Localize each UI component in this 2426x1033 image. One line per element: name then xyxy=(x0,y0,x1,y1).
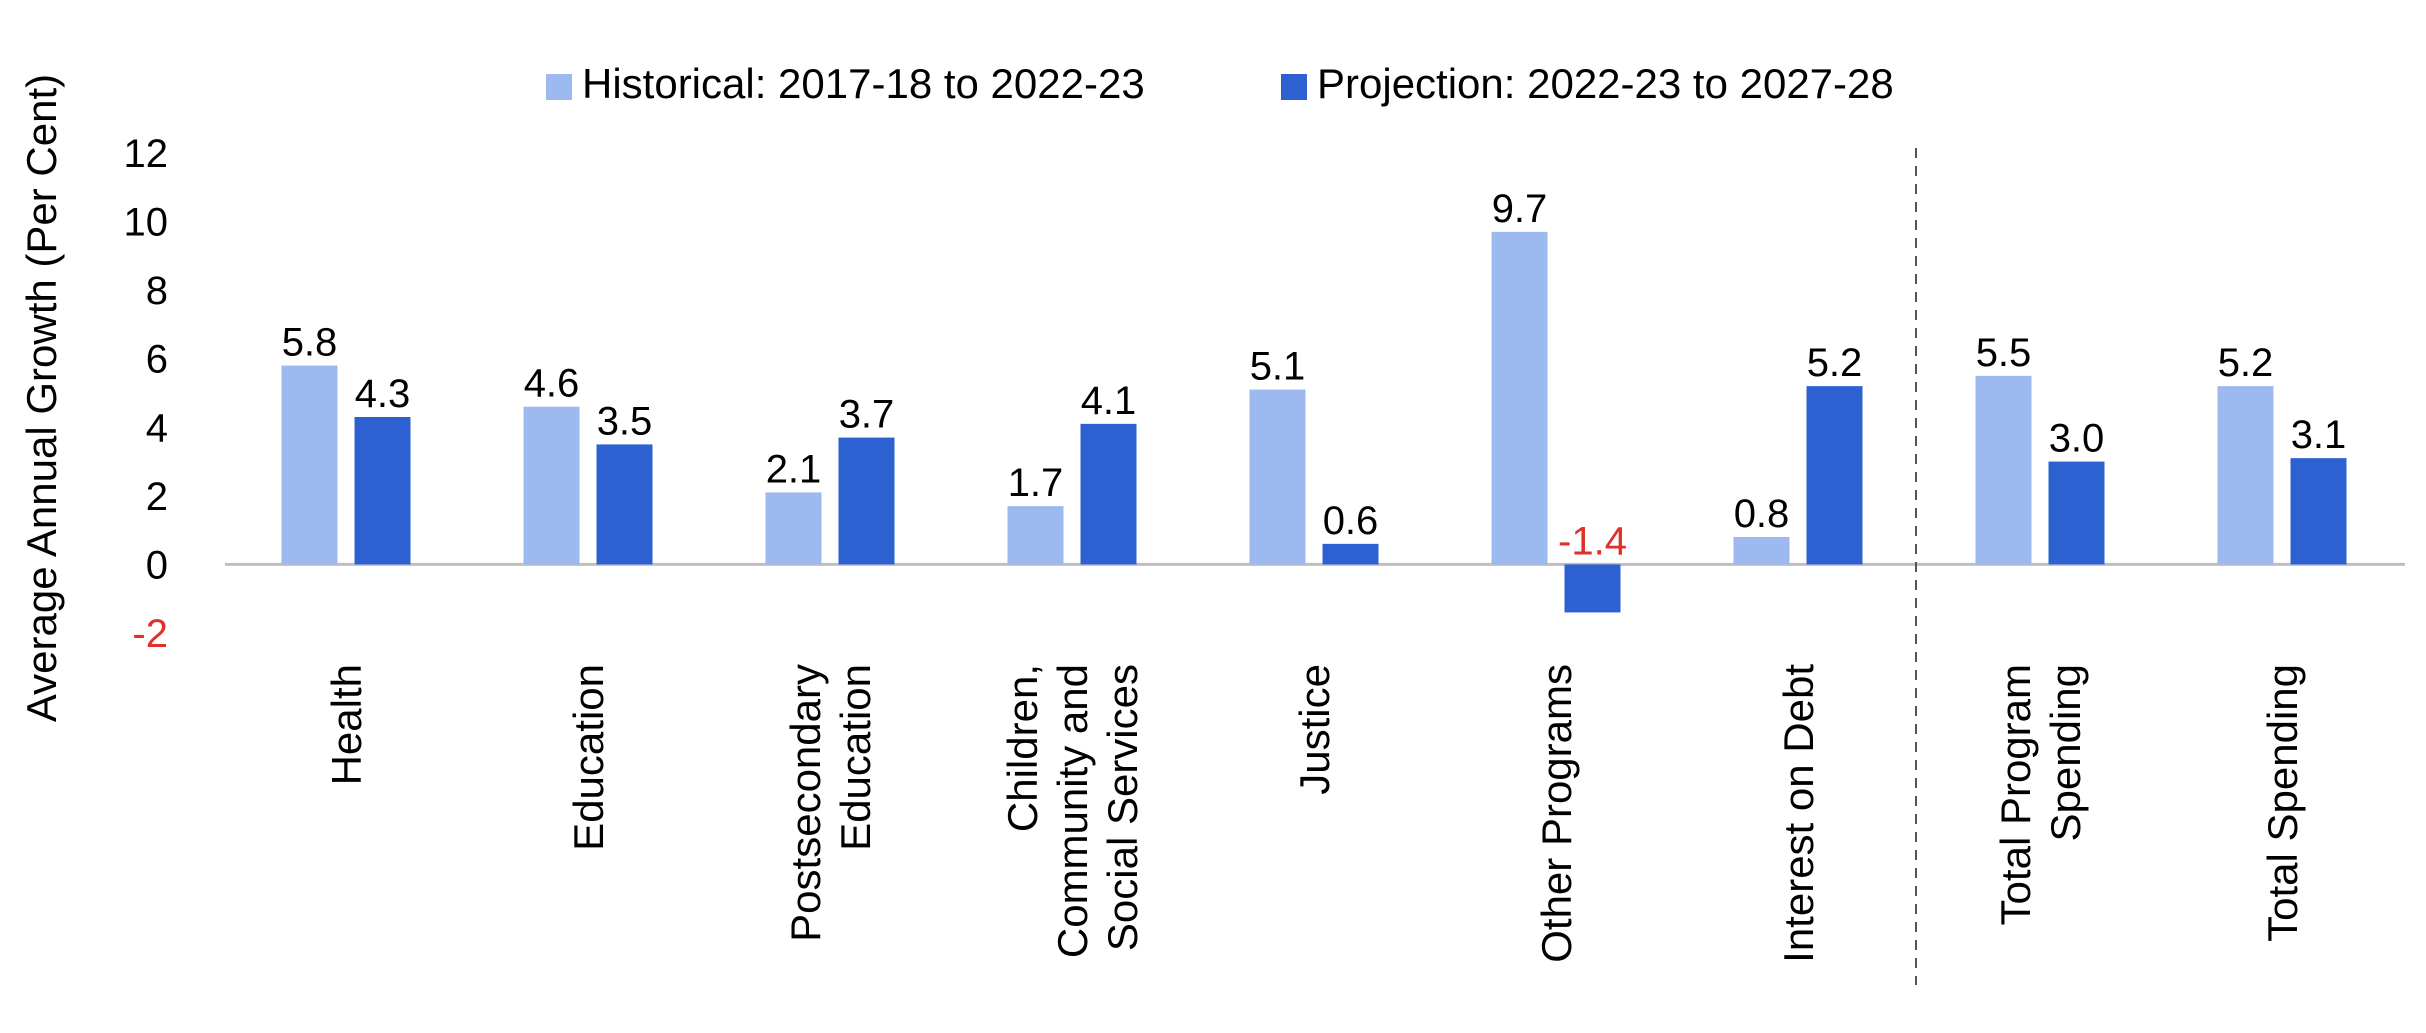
category-labels: Health Education PostsecondaryEducation Chi… xyxy=(323,664,2306,963)
bar-projection xyxy=(1322,543,1379,565)
y-tick-label: 4 xyxy=(146,406,168,450)
bar-projection xyxy=(1564,564,1621,613)
category-label: Health xyxy=(323,664,370,785)
legend: Historical: 2017-18 to 2022-23 Projection… xyxy=(546,60,1894,107)
category-label-line: Justice xyxy=(1291,664,1338,795)
y-tick-label: 0 xyxy=(146,543,168,587)
bar-projection xyxy=(1806,386,1863,565)
data-label: 4.6 xyxy=(524,362,580,406)
data-labels: 5.8 4.3 4.6 3.5 2.1 3.7 1.7 4.1 5.1 0.6 9.7 -1.4 0.8… xyxy=(282,187,2347,564)
y-tick-label: -2 xyxy=(132,612,168,656)
y-tick-label: 12 xyxy=(124,132,169,176)
data-label: 0.6 xyxy=(1323,499,1379,543)
bar-projection xyxy=(596,444,653,565)
category-label-line: Social Services xyxy=(1099,664,1146,951)
bar-historical xyxy=(1733,537,1790,565)
bar-projection xyxy=(2048,461,2105,565)
data-label: 5.2 xyxy=(1807,341,1863,385)
category-label-line: Interest on Debt xyxy=(1775,664,1822,963)
bar-projection xyxy=(2290,458,2347,565)
category-label: PostsecondaryEducation xyxy=(782,664,879,942)
legend-label-2: Projection: 2022-23 to 2027-28 xyxy=(1317,60,1894,107)
category-label-line: Education xyxy=(565,664,612,851)
data-label: 3.5 xyxy=(597,399,653,443)
category-label-line: Other Programs xyxy=(1533,664,1580,963)
category-label: Education xyxy=(565,664,612,851)
y-tick-label: 10 xyxy=(124,201,169,245)
bar-historical xyxy=(1491,231,1548,565)
data-label: -1.4 xyxy=(1558,519,1627,563)
category-label: Justice xyxy=(1291,664,1338,795)
bars xyxy=(281,231,2347,613)
y-tick-label: 8 xyxy=(146,269,168,313)
bar-historical xyxy=(1249,389,1306,565)
category-label-line: Community and xyxy=(1049,664,1096,958)
category-label-line: Spending xyxy=(2042,664,2089,842)
category-label-line: Health xyxy=(323,664,370,785)
legend-swatch-2 xyxy=(1281,74,1307,100)
data-label: 5.1 xyxy=(1250,345,1306,389)
category-label: Interest on Debt xyxy=(1775,664,1822,963)
data-label: 2.1 xyxy=(766,447,822,491)
bar-projection xyxy=(354,417,411,565)
category-label-line: Children, xyxy=(999,664,1046,832)
bar-projection xyxy=(1080,423,1137,565)
category-label-line: Total Program xyxy=(1992,664,2039,925)
data-label: 0.8 xyxy=(1734,492,1790,536)
data-label: 3.0 xyxy=(2049,417,2105,461)
data-label: 9.7 xyxy=(1492,187,1548,231)
bar-historical xyxy=(281,365,338,565)
data-label: 3.7 xyxy=(839,393,895,437)
bar-historical xyxy=(765,492,822,565)
category-label-line: Total Spending xyxy=(2259,664,2306,942)
data-label: 5.2 xyxy=(2218,341,2274,385)
bar-historical xyxy=(1975,375,2032,565)
category-label: Other Programs xyxy=(1533,664,1580,963)
data-label: 1.7 xyxy=(1008,461,1064,505)
bar-historical xyxy=(1007,506,1064,565)
legend-swatch-1 xyxy=(546,74,572,100)
data-label: 4.3 xyxy=(355,372,411,416)
data-label: 4.1 xyxy=(1081,379,1137,423)
category-label-line: Education xyxy=(832,664,879,851)
bar-projection xyxy=(838,437,895,565)
category-label: Total Spending xyxy=(2259,664,2306,942)
y-tick-label: 2 xyxy=(146,475,168,519)
y-axis-title: Average Annual Growth (Per Cent) xyxy=(18,74,65,722)
data-label: 5.8 xyxy=(282,321,338,365)
category-label-line: Postsecondary xyxy=(782,664,829,942)
category-label: Total ProgramSpending xyxy=(1992,664,2089,925)
data-label: 3.1 xyxy=(2291,413,2347,457)
data-label: 5.5 xyxy=(1976,331,2032,375)
legend-label-1: Historical: 2017-18 to 2022-23 xyxy=(582,60,1145,107)
axes: Average Annual Growth (Per Cent) 12 10 8 6 4 2… xyxy=(18,74,2405,985)
bar-historical xyxy=(2217,386,2274,565)
bar-historical xyxy=(523,406,580,565)
category-label: Children,Community andSocial Services xyxy=(999,664,1146,958)
y-tick-label: 6 xyxy=(146,338,168,382)
